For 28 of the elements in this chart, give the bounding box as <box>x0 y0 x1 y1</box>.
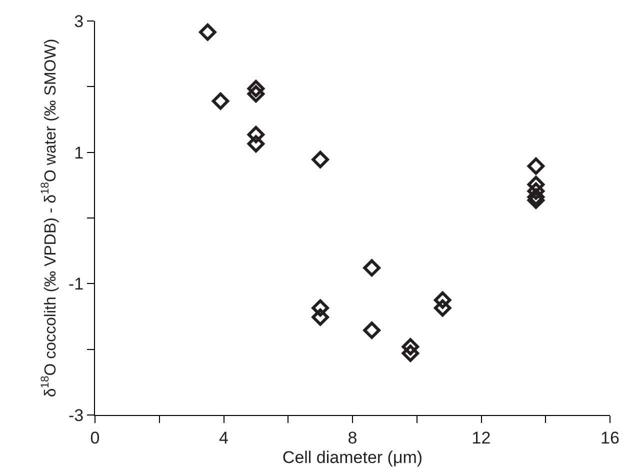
point <box>402 338 420 356</box>
x-tick-label: 12 <box>472 428 491 448</box>
point <box>434 299 452 317</box>
x-tick-label: 0 <box>90 428 100 448</box>
point <box>247 85 265 103</box>
x-tick-label: 8 <box>348 428 358 448</box>
point <box>527 157 545 175</box>
point <box>363 259 380 277</box>
point <box>527 182 545 200</box>
x-tick-label: 4 <box>219 428 228 448</box>
point <box>312 299 329 317</box>
point <box>247 80 265 98</box>
point <box>363 322 380 339</box>
point <box>247 126 265 144</box>
x-tick-label: 16 <box>600 428 620 448</box>
point <box>199 24 216 41</box>
y-tick-label: 1 <box>74 143 84 162</box>
point <box>402 344 420 362</box>
y-tick-label: -1 <box>68 274 84 294</box>
point <box>212 92 230 110</box>
x-axis-title: Cell diameter (μm) <box>282 448 423 467</box>
point <box>312 308 329 326</box>
point <box>434 291 452 309</box>
y-tick-label: -3 <box>68 406 84 425</box>
point <box>527 192 545 209</box>
point <box>247 135 265 152</box>
point <box>312 150 329 168</box>
y-tick-label: 3 <box>74 12 84 31</box>
